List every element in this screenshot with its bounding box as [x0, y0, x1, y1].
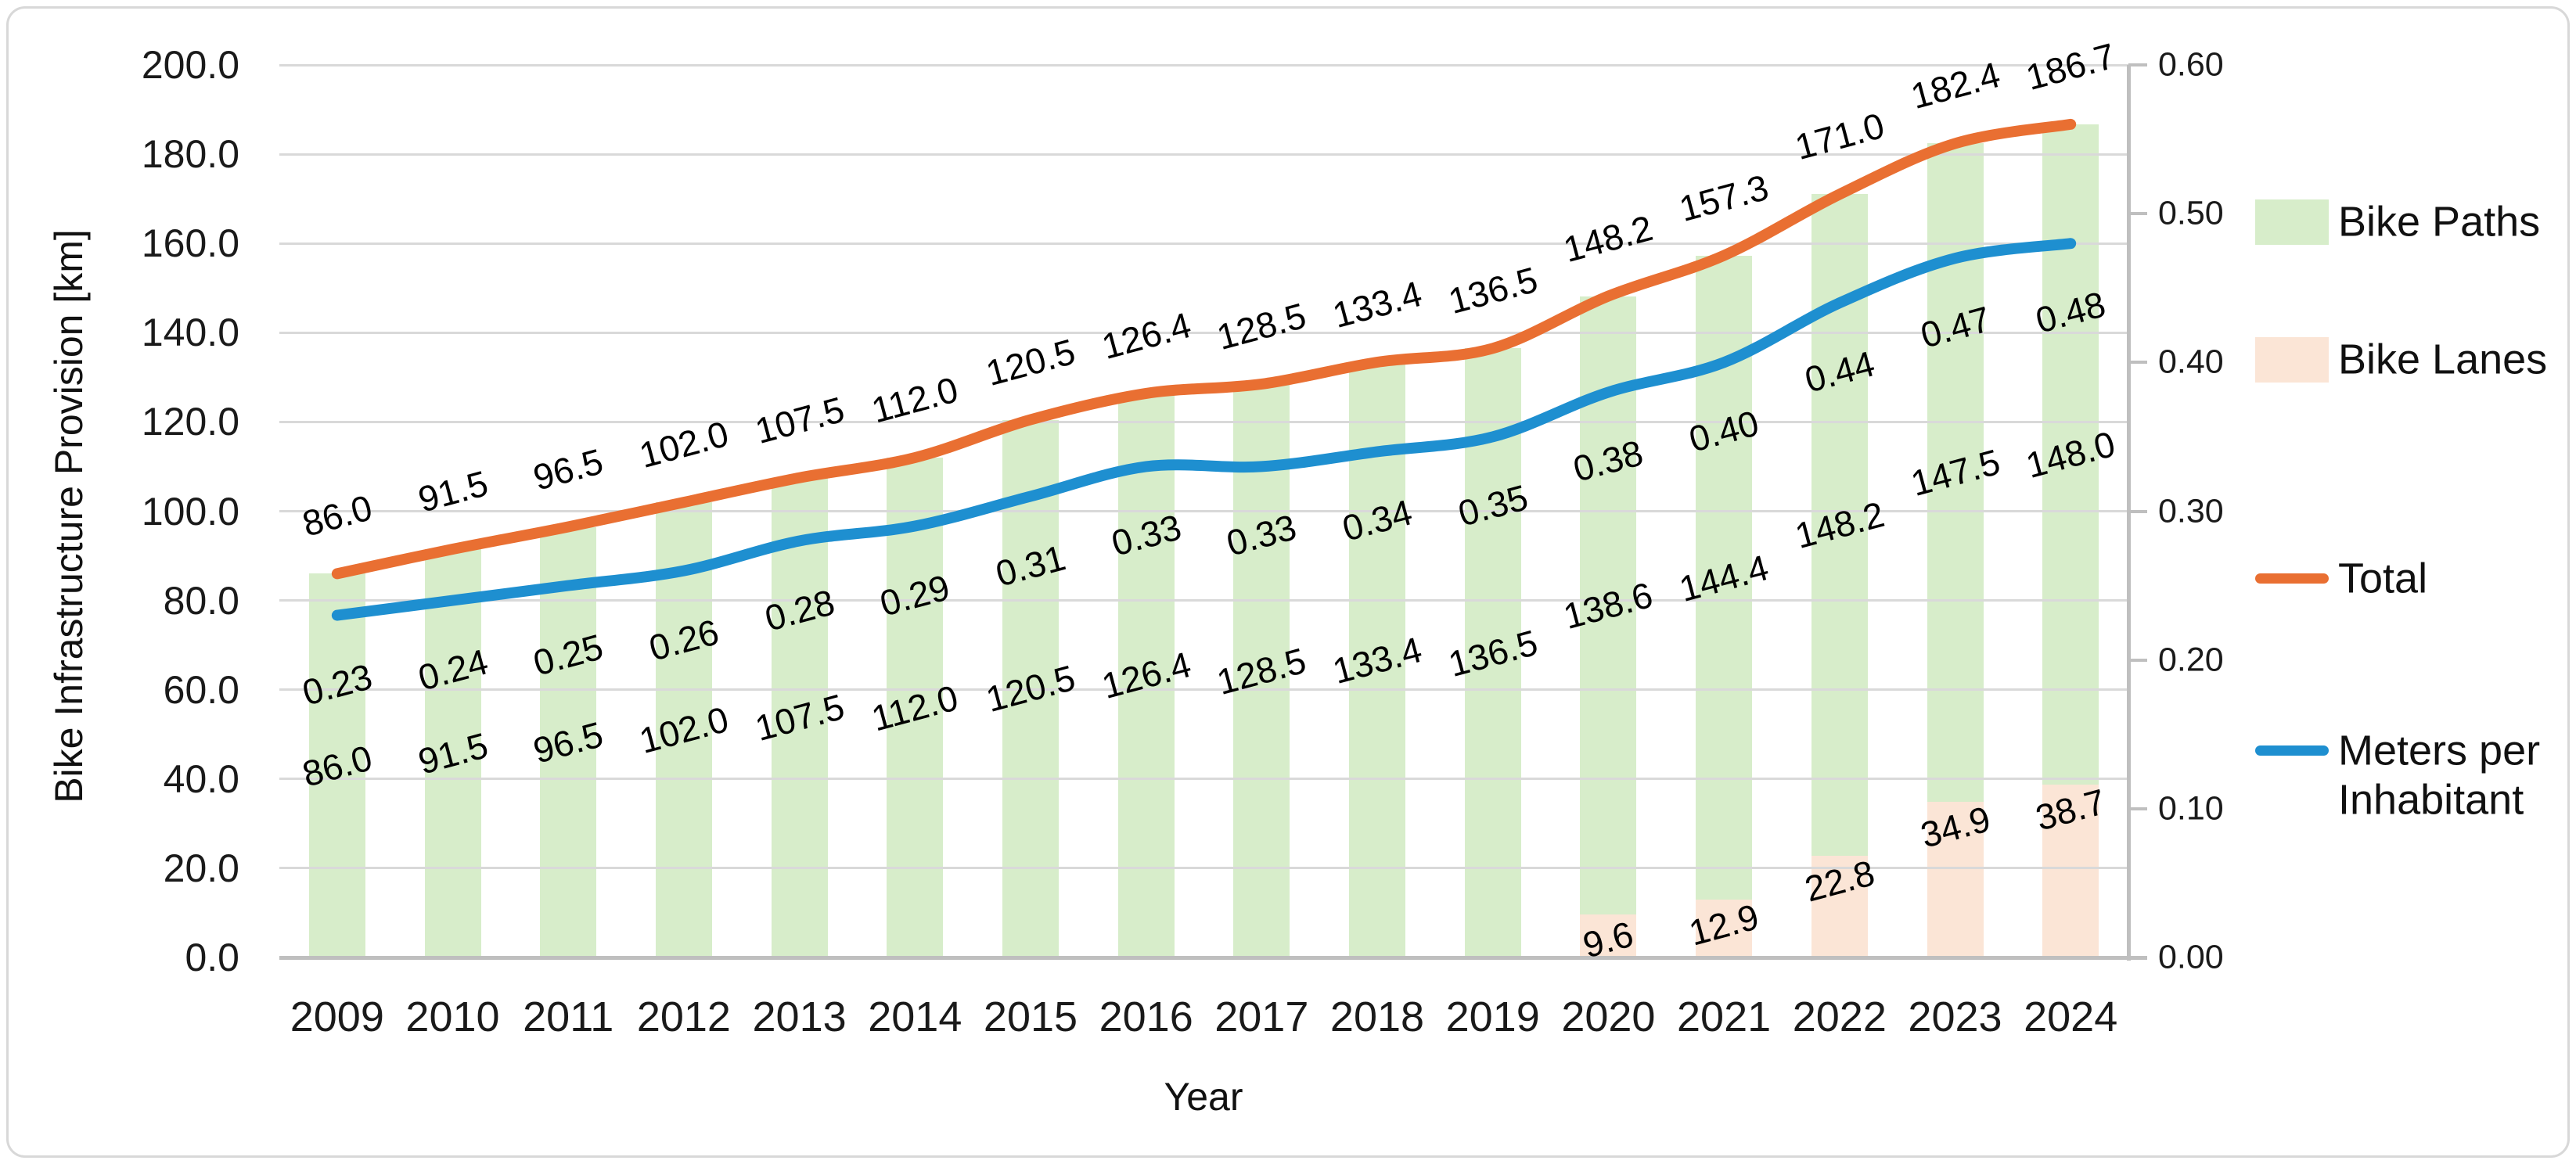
- legend-swatch-meters-per-inhabitant: [2255, 745, 2329, 756]
- x-axis-line: [279, 956, 2147, 960]
- gridline: [279, 331, 2128, 334]
- x-axis-category-label: 2013: [752, 993, 847, 1040]
- x-axis-category-label: 2010: [405, 993, 500, 1040]
- legend-label-bike-lanes: Bike Lanes: [2338, 336, 2548, 383]
- left-axis-tick-label: 140.0: [141, 311, 239, 355]
- right-axis-tick: [2128, 658, 2147, 662]
- x-axis-category-label: 2022: [1792, 993, 1887, 1040]
- data-label-total: 128.5: [1212, 294, 1311, 357]
- left-axis-tick-label: 200.0: [141, 43, 239, 87]
- legend-label-meters-per-inhabitant: Meters per Inhabitant: [2338, 727, 2541, 823]
- data-label-total: 171.0: [1790, 105, 1889, 168]
- x-axis-category-label: 2020: [1561, 993, 1656, 1040]
- data-label-total: 120.5: [981, 330, 1080, 393]
- gridline: [279, 599, 2128, 602]
- x-axis-category-label: 2023: [1908, 993, 2002, 1040]
- right-axis-tick-label: 0.00: [2158, 938, 2224, 976]
- right-axis-tick: [2128, 212, 2147, 216]
- right-axis-tick-label: 0.50: [2158, 194, 2224, 232]
- data-label-total: 96.5: [529, 440, 608, 498]
- left-axis-tick-label: 0.0: [185, 936, 239, 979]
- left-axis-tick-label: 180.0: [141, 132, 239, 177]
- legend-label-bike-paths: Bike Paths: [2338, 198, 2541, 246]
- x-axis-category-label: 2019: [1445, 993, 1540, 1040]
- data-label-total: 126.4: [1097, 304, 1196, 367]
- x-axis-category-label: 2018: [1329, 993, 1425, 1040]
- x-axis-category-label: 2024: [2024, 993, 2118, 1040]
- left-axis-tick-label: 80.0: [163, 578, 239, 623]
- data-label-total: 86.0: [297, 487, 376, 545]
- gridline: [279, 688, 2128, 692]
- gridline: [279, 63, 2128, 66]
- left-axis-tick-label: 60.0: [163, 667, 239, 712]
- x-axis-category-label: 2012: [636, 993, 731, 1040]
- x-axis-category-label: 2015: [983, 993, 1078, 1040]
- right-axis-tick: [2128, 807, 2147, 810]
- bar-segment-bike-lanes: [1696, 900, 1753, 957]
- bar-segment-bike-lanes: [1580, 914, 1637, 957]
- legend-swatch-total: [2255, 573, 2329, 584]
- left-axis-tick-label: 40.0: [163, 756, 239, 801]
- right-axis-line: [2127, 65, 2131, 961]
- right-axis-tick-label: 0.60: [2158, 45, 2224, 84]
- gridline: [279, 420, 2128, 423]
- right-axis-tick-label: 0.10: [2158, 789, 2224, 828]
- x-axis-category-label: 2017: [1214, 993, 1309, 1040]
- x-axis-category-label: 2021: [1677, 993, 1772, 1040]
- left-axis-tick-label: 160.0: [141, 221, 239, 266]
- gridline: [279, 778, 2128, 781]
- legend-swatch-bike-paths: [2255, 199, 2329, 245]
- data-label-total: 186.7: [2021, 34, 2120, 98]
- right-axis-tick: [2128, 509, 2147, 513]
- data-label-bike-paths: 112.0: [867, 676, 962, 739]
- right-axis-tick-label: 0.30: [2158, 492, 2224, 530]
- right-axis-tick: [2128, 63, 2147, 66]
- left-axis-tick-label: 120.0: [141, 400, 239, 444]
- right-axis-tick-label: 0.40: [2158, 343, 2224, 381]
- gridline: [279, 242, 2128, 245]
- x-axis-category-label: 2016: [1099, 993, 1193, 1040]
- x-axis-category-label: 2014: [868, 993, 962, 1040]
- left-axis-tick-label: 100.0: [141, 489, 239, 534]
- x-axis-category-label: 2009: [290, 993, 384, 1040]
- right-axis-tick: [2128, 361, 2147, 365]
- x-axis-category-label: 2011: [523, 993, 614, 1040]
- bar-segment-bike-lanes: [1927, 801, 1984, 957]
- left-axis-title: Bike Infrastructure Provision [km]: [47, 229, 91, 803]
- right-axis-tick-label: 0.20: [2158, 641, 2224, 679]
- right-axis-tick: [2128, 956, 2147, 959]
- bar-segment-bike-lanes: [1811, 855, 1868, 957]
- x-axis-title: Year: [1164, 1075, 1243, 1119]
- data-label-total: 107.5: [750, 388, 848, 451]
- bar-segment-bike-lanes: [2042, 785, 2099, 957]
- legend-label-total: Total: [2338, 555, 2428, 602]
- bar-segment-bike-paths: [308, 573, 365, 957]
- data-label-total: 133.4: [1328, 272, 1427, 336]
- left-axis-tick-label: 20.0: [163, 846, 239, 890]
- legend-swatch-bike-lanes: [2255, 337, 2329, 383]
- data-label-total: 148.2: [1560, 207, 1657, 270]
- gridline: [279, 867, 2128, 870]
- data-label-total: 157.3: [1675, 166, 1773, 229]
- data-label-total: 136.5: [1444, 259, 1542, 322]
